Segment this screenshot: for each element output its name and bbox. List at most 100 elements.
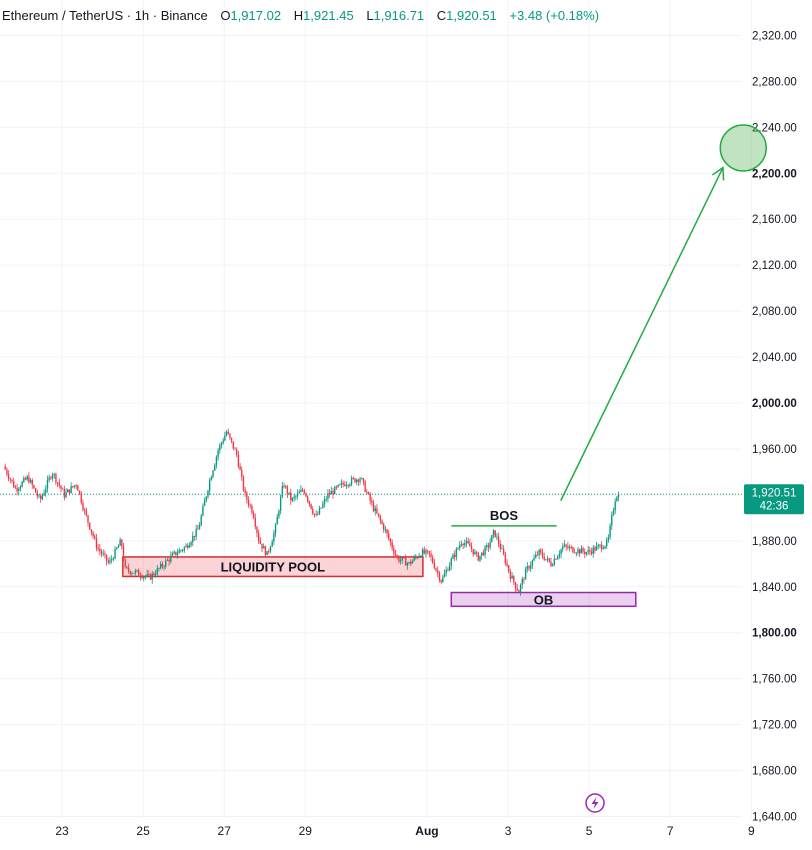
candle-body [597,545,599,547]
y-tick-label: 1,760.00 [752,674,797,686]
candle-body [616,497,618,502]
x-tick-label: 5 [586,824,593,838]
candle-body [396,555,398,558]
candle-body [227,431,229,434]
candle-body [580,548,583,554]
candle-body [127,567,130,572]
candle-body [519,584,522,592]
candle-body [359,478,361,482]
candle-body [492,530,495,536]
candle-body [609,525,611,538]
candle-body [285,486,287,488]
candle-body [143,576,145,579]
candle-body [339,484,341,486]
candle-body [467,541,469,544]
candle-body [165,560,167,567]
candle-body [219,444,221,451]
candle-body [100,551,103,554]
x-tick-label: 23 [55,824,69,838]
candle-body [440,580,442,583]
candle-body [367,492,370,494]
candle-body [256,526,258,534]
candle-body [21,481,23,487]
candle-body [171,553,174,556]
candle-body [185,545,187,548]
candle-body [364,481,366,492]
candle-body [236,449,238,455]
candle-body [418,555,420,558]
lightning-icon-bolt [591,797,599,809]
candle-body [121,539,123,547]
candle-body [65,492,67,498]
candle-body [131,573,133,574]
y-tick-label: 2,040.00 [752,352,797,364]
candle-body [146,574,148,577]
candle-body [176,553,179,556]
candle-body [141,576,143,579]
candle-body [587,550,589,553]
candle-body [107,560,109,563]
candle-body [453,554,456,557]
symbol-title[interactable]: Ethereum / TetherUS · 1h · Binance [2,8,208,23]
candle-body [212,470,214,477]
candle-body [535,554,537,558]
candle-body [361,478,363,480]
candle-body [399,560,402,562]
candle-body [384,529,387,531]
candle-body [7,474,10,479]
candle-body [388,533,390,539]
y-tick-label: 2,320.00 [752,30,797,42]
x-tick-label: Aug [415,824,438,838]
candle-body [391,542,393,549]
candle-body [376,508,378,514]
candle-body [421,549,424,556]
candle-body [303,490,305,494]
candle-body [572,547,574,553]
candle-body [242,476,245,491]
candle-body [389,538,392,543]
candle-body [475,551,478,553]
x-tick-label: 29 [299,824,313,838]
candle-body [244,490,246,493]
close-label: C [436,8,447,23]
candle-body [159,563,162,569]
low-label: L [366,8,374,23]
candle-body [411,560,414,564]
projection-arrow-head [711,166,725,181]
candle-body [56,482,59,484]
candle-body [614,501,616,511]
candle-body [151,573,153,580]
candle-body [224,435,226,441]
candle-body [312,508,314,514]
y-tick-label: 1,640.00 [752,812,797,824]
y-tick-label: 1,720.00 [752,720,797,732]
candle-body [604,546,606,549]
y-tick-label: 2,240.00 [752,122,797,134]
candle-body [464,543,466,546]
candle-body [590,551,593,554]
candle-body [187,545,189,548]
candle-body [55,474,57,483]
candle-body [158,568,160,569]
candle-body [589,550,591,552]
candle-body [129,571,131,574]
candle-body [504,554,507,564]
y-tick-label: 2,280.00 [752,76,797,88]
y-tick-label: 2,000.00 [752,398,797,410]
order-block-label: OB [534,592,554,607]
candle-body [514,582,517,589]
candle-body [124,559,126,567]
bos-label: BOS [490,508,519,523]
candle-body [543,556,545,560]
candle-body [149,574,152,580]
candle-body [366,491,368,493]
candle-body [26,476,28,480]
candle-body [291,497,294,501]
candle-body [560,549,562,555]
candle-body [193,535,196,537]
candle-body [156,568,158,575]
candle-body [290,492,292,501]
candle-body [197,528,199,530]
candle-body [12,481,15,488]
